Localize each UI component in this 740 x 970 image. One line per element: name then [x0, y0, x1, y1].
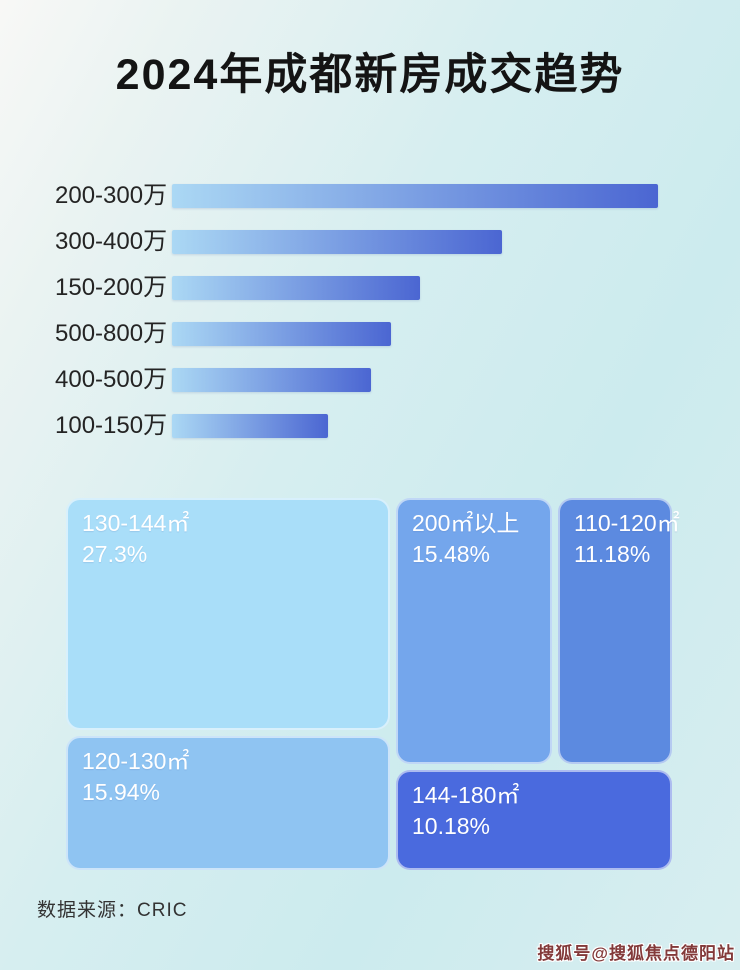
price-range-bar-chart: 200-300万 300-400万 150-200万 500-800万 400-: [55, 184, 695, 460]
bar: [172, 276, 420, 300]
treemap-box: 110-120㎡ 11.18%: [558, 498, 680, 764]
bar: [172, 322, 391, 346]
bar-row: 500-800万: [55, 322, 695, 346]
treemap-box: 130-144㎡ 27.3%: [66, 498, 390, 730]
treemap-box-value: 27.3%: [82, 541, 148, 567]
bar-track: [172, 230, 658, 254]
treemap-box-label: 120-130㎡: [82, 748, 190, 774]
page-title: 2024年成都新房成交趋势: [115, 51, 625, 99]
bar-row: 200-300万: [55, 184, 695, 208]
bar-track: [172, 276, 658, 300]
treemap-box-label: 110-120㎡: [574, 510, 680, 536]
area-share-treemap: 130-144㎡ 27.3% 120-130㎡ 15.94% 200㎡以上 15…: [66, 498, 680, 870]
bar-row: 100-150万: [55, 414, 695, 438]
watermark-text: 搜狐号@搜狐焦点德阳站: [537, 944, 735, 963]
bar-row: 150-200万: [55, 276, 695, 300]
treemap-box-label: 200㎡以上: [412, 510, 520, 536]
treemap-box: 144-180㎡ 10.18%: [396, 770, 672, 870]
treemap-box-label: 144-180㎡: [412, 782, 520, 808]
bar-category-label: 100-150万: [55, 412, 168, 439]
bar: [172, 368, 372, 392]
data-source-label: 数据来源：CRIC: [37, 900, 188, 921]
bar-category-label: 400-500万: [55, 366, 168, 393]
treemap-box-value: 11.18%: [574, 541, 651, 567]
bar-category-label: 500-800万: [55, 320, 168, 347]
bar-track: [172, 184, 658, 208]
bar-track: [172, 414, 658, 438]
bar: [172, 230, 503, 254]
treemap-box-value: 15.48%: [412, 541, 491, 567]
bar-track: [172, 368, 658, 392]
treemap-box: 200㎡以上 15.48%: [396, 498, 552, 764]
bar-category-label: 200-300万: [55, 182, 168, 209]
bar-row: 300-400万: [55, 230, 695, 254]
bar: [172, 414, 328, 438]
treemap-box-value: 10.18%: [412, 813, 491, 839]
bar-row: 400-500万: [55, 368, 695, 392]
treemap-box-label: 130-144㎡: [82, 510, 190, 536]
bar-category-label: 300-400万: [55, 228, 168, 255]
bar-track: [172, 322, 658, 346]
treemap-box-value: 15.94%: [82, 779, 161, 805]
bar: [172, 184, 658, 208]
treemap-box: 120-130㎡ 15.94%: [66, 736, 390, 870]
bar-category-label: 150-200万: [55, 274, 168, 301]
